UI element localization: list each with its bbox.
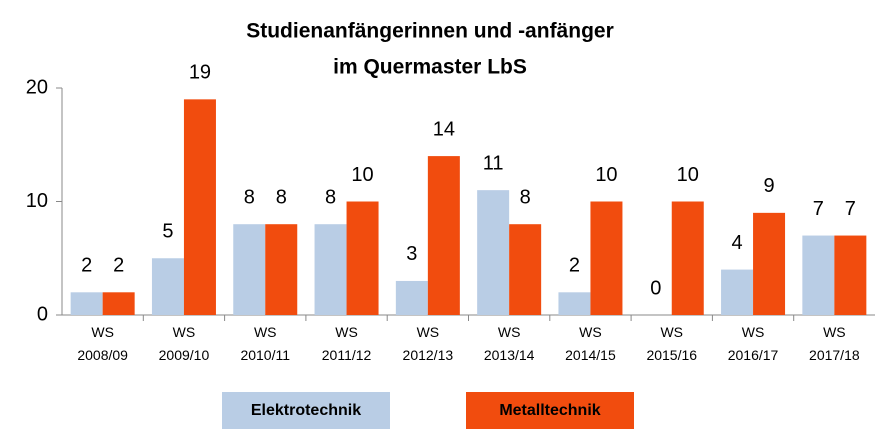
bar — [314, 224, 347, 315]
bar — [721, 269, 754, 315]
value-label: 14 — [433, 118, 455, 140]
bar — [102, 292, 135, 315]
value-label: 19 — [189, 62, 211, 84]
legend-label: Elektrotechnik — [251, 402, 361, 419]
bar — [590, 201, 623, 315]
bar — [477, 190, 510, 315]
value-label: 10 — [677, 164, 699, 186]
x-tick-label: WS 2016/17 — [728, 324, 779, 363]
x-tick-label: WS 2010/11 — [240, 324, 290, 363]
x-tick-label: WS 2008/09 — [77, 324, 128, 363]
x-tick-label: WS 2011/12 — [322, 324, 372, 363]
value-label: 8 — [276, 186, 287, 208]
bar — [753, 212, 786, 315]
y-tick-label: 20 — [26, 76, 48, 98]
y-tick-label: 10 — [26, 190, 48, 212]
value-label: 10 — [595, 164, 617, 186]
chart-title: Studienanfängerinnen und -anfänger — [246, 20, 614, 43]
bar — [233, 224, 266, 315]
y-tick-label: 0 — [37, 303, 48, 325]
bar — [834, 235, 867, 315]
bar — [151, 258, 184, 315]
value-label: 9 — [763, 175, 774, 197]
value-label: 2 — [569, 255, 580, 277]
value-label: 8 — [325, 186, 336, 208]
value-label: 2 — [113, 255, 124, 277]
value-label: 3 — [406, 243, 417, 265]
legend-swatch — [466, 392, 634, 429]
x-tick-label: WS 2015/16 — [646, 324, 697, 363]
legend-swatch — [222, 392, 390, 429]
x-tick-label: WS 2017/18 — [809, 324, 860, 363]
value-label: 2 — [81, 255, 92, 277]
x-tick-label: WS 2012/13 — [403, 324, 454, 363]
x-tick-label: WS 2014/15 — [565, 324, 616, 363]
value-label: 8 — [244, 186, 255, 208]
value-label: 8 — [520, 186, 531, 208]
value-label: 5 — [162, 221, 173, 243]
bar — [802, 235, 835, 315]
value-label: 11 — [483, 152, 504, 174]
x-tick-label: WS 2013/14 — [484, 324, 535, 363]
bar — [558, 292, 591, 315]
bar — [509, 224, 542, 315]
value-label: 0 — [650, 277, 661, 299]
bar — [395, 280, 428, 315]
bar — [265, 224, 298, 315]
bar — [346, 201, 379, 315]
chart-title: im Quermaster LbS — [333, 56, 527, 79]
bar — [183, 99, 216, 315]
bar — [427, 156, 460, 315]
value-label: 4 — [731, 232, 742, 254]
value-label: 7 — [813, 198, 824, 220]
bar — [70, 292, 103, 315]
bar — [671, 201, 704, 315]
x-tick-label: WS 2009/10 — [159, 324, 210, 363]
value-label: 10 — [351, 164, 373, 186]
value-label: 7 — [845, 198, 856, 220]
legend-label: Metalltechnik — [499, 402, 600, 419]
